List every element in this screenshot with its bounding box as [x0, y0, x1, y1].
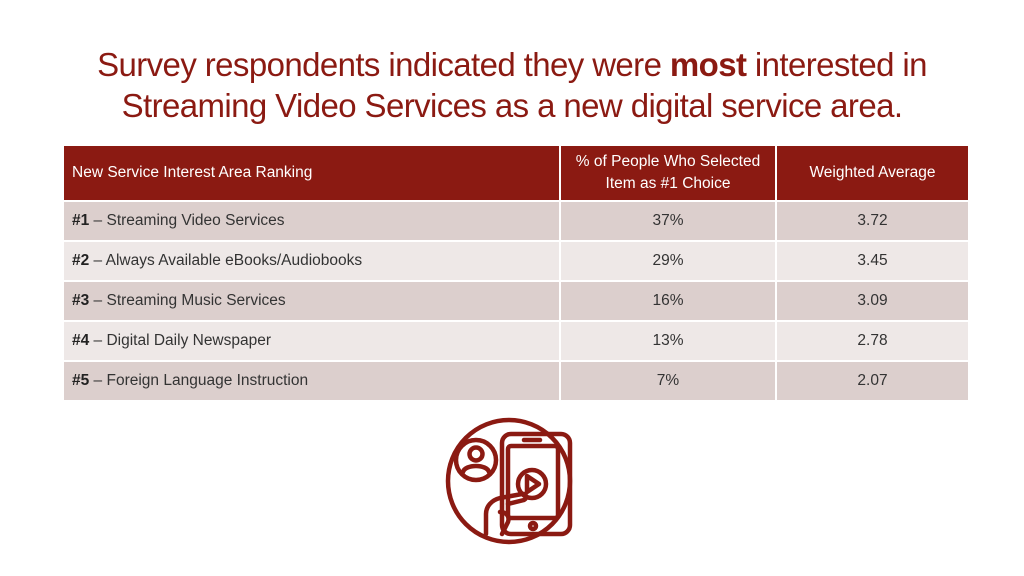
- table-row: #1 – Streaming Video Services 37% 3.72: [64, 200, 968, 241]
- rank-separator: –: [89, 252, 106, 269]
- header-ranking: New Service Interest Area Ranking: [64, 146, 561, 201]
- slide-title: Survey respondents indicated they were m…: [60, 44, 964, 126]
- rank-separator: –: [89, 332, 107, 349]
- rank-number: #2: [72, 252, 90, 269]
- row-label: #2 – Always Available eBooks/Audiobooks: [64, 240, 561, 281]
- rank-number: #3: [72, 292, 90, 309]
- rank-separator: –: [89, 292, 107, 309]
- row-label: #5 – Foreign Language Instruction: [64, 360, 561, 400]
- header-percent-first-choice: % of People Who Selected Item as #1 Choi…: [560, 146, 777, 201]
- weighted-average-cell: 2.78: [776, 320, 968, 361]
- rank-number: #5: [72, 372, 90, 389]
- rank-number: #4: [72, 332, 90, 349]
- title-line-2: Streaming Video Services as a new digita…: [121, 87, 903, 124]
- table-row: #5 – Foreign Language Instruction 7% 2.0…: [64, 360, 968, 400]
- table-row: #3 – Streaming Music Services 16% 3.09: [64, 280, 968, 321]
- rank-separator: –: [89, 212, 107, 229]
- service-name: Streaming Music Services: [106, 292, 286, 309]
- service-name: Digital Daily Newspaper: [106, 332, 272, 349]
- percent-cell: 16%: [560, 280, 777, 321]
- row-label: #4 – Digital Daily Newspaper: [64, 320, 561, 361]
- weighted-average-cell: 3.72: [776, 200, 968, 241]
- row-label: #1 – Streaming Video Services: [64, 200, 561, 241]
- title-line-1-start: Survey respondents indicated they were: [97, 46, 670, 83]
- service-name: Foreign Language Instruction: [106, 372, 309, 389]
- weighted-average-cell: 2.07: [776, 360, 968, 400]
- rank-separator: –: [89, 372, 107, 389]
- title-line-1-end: interested in: [746, 46, 928, 83]
- table-row: #4 – Digital Daily Newspaper 13% 2.78: [64, 320, 968, 361]
- table-header-row: New Service Interest Area Ranking % of P…: [64, 146, 968, 201]
- percent-cell: 29%: [560, 240, 777, 281]
- service-name: Always Available eBooks/Audiobooks: [105, 252, 363, 269]
- rank-number: #1: [72, 212, 90, 229]
- streaming-video-phone-icon: [444, 416, 574, 546]
- title-emphasis: most: [669, 46, 747, 83]
- weighted-average-cell: 3.45: [776, 240, 968, 281]
- header-weighted-average: Weighted Average: [776, 146, 968, 201]
- percent-cell: 13%: [560, 320, 777, 361]
- title-line-1: Survey respondents indicated they were m…: [60, 44, 964, 85]
- weighted-average-cell: 3.09: [776, 280, 968, 321]
- percent-cell: 7%: [560, 360, 777, 400]
- percent-cell: 37%: [560, 200, 777, 241]
- survey-results-table: New Service Interest Area Ranking % of P…: [64, 146, 968, 400]
- row-label: #3 – Streaming Music Services: [64, 280, 561, 321]
- service-name: Streaming Video Services: [106, 212, 285, 229]
- table-row: #2 – Always Available eBooks/Audiobooks …: [64, 240, 968, 281]
